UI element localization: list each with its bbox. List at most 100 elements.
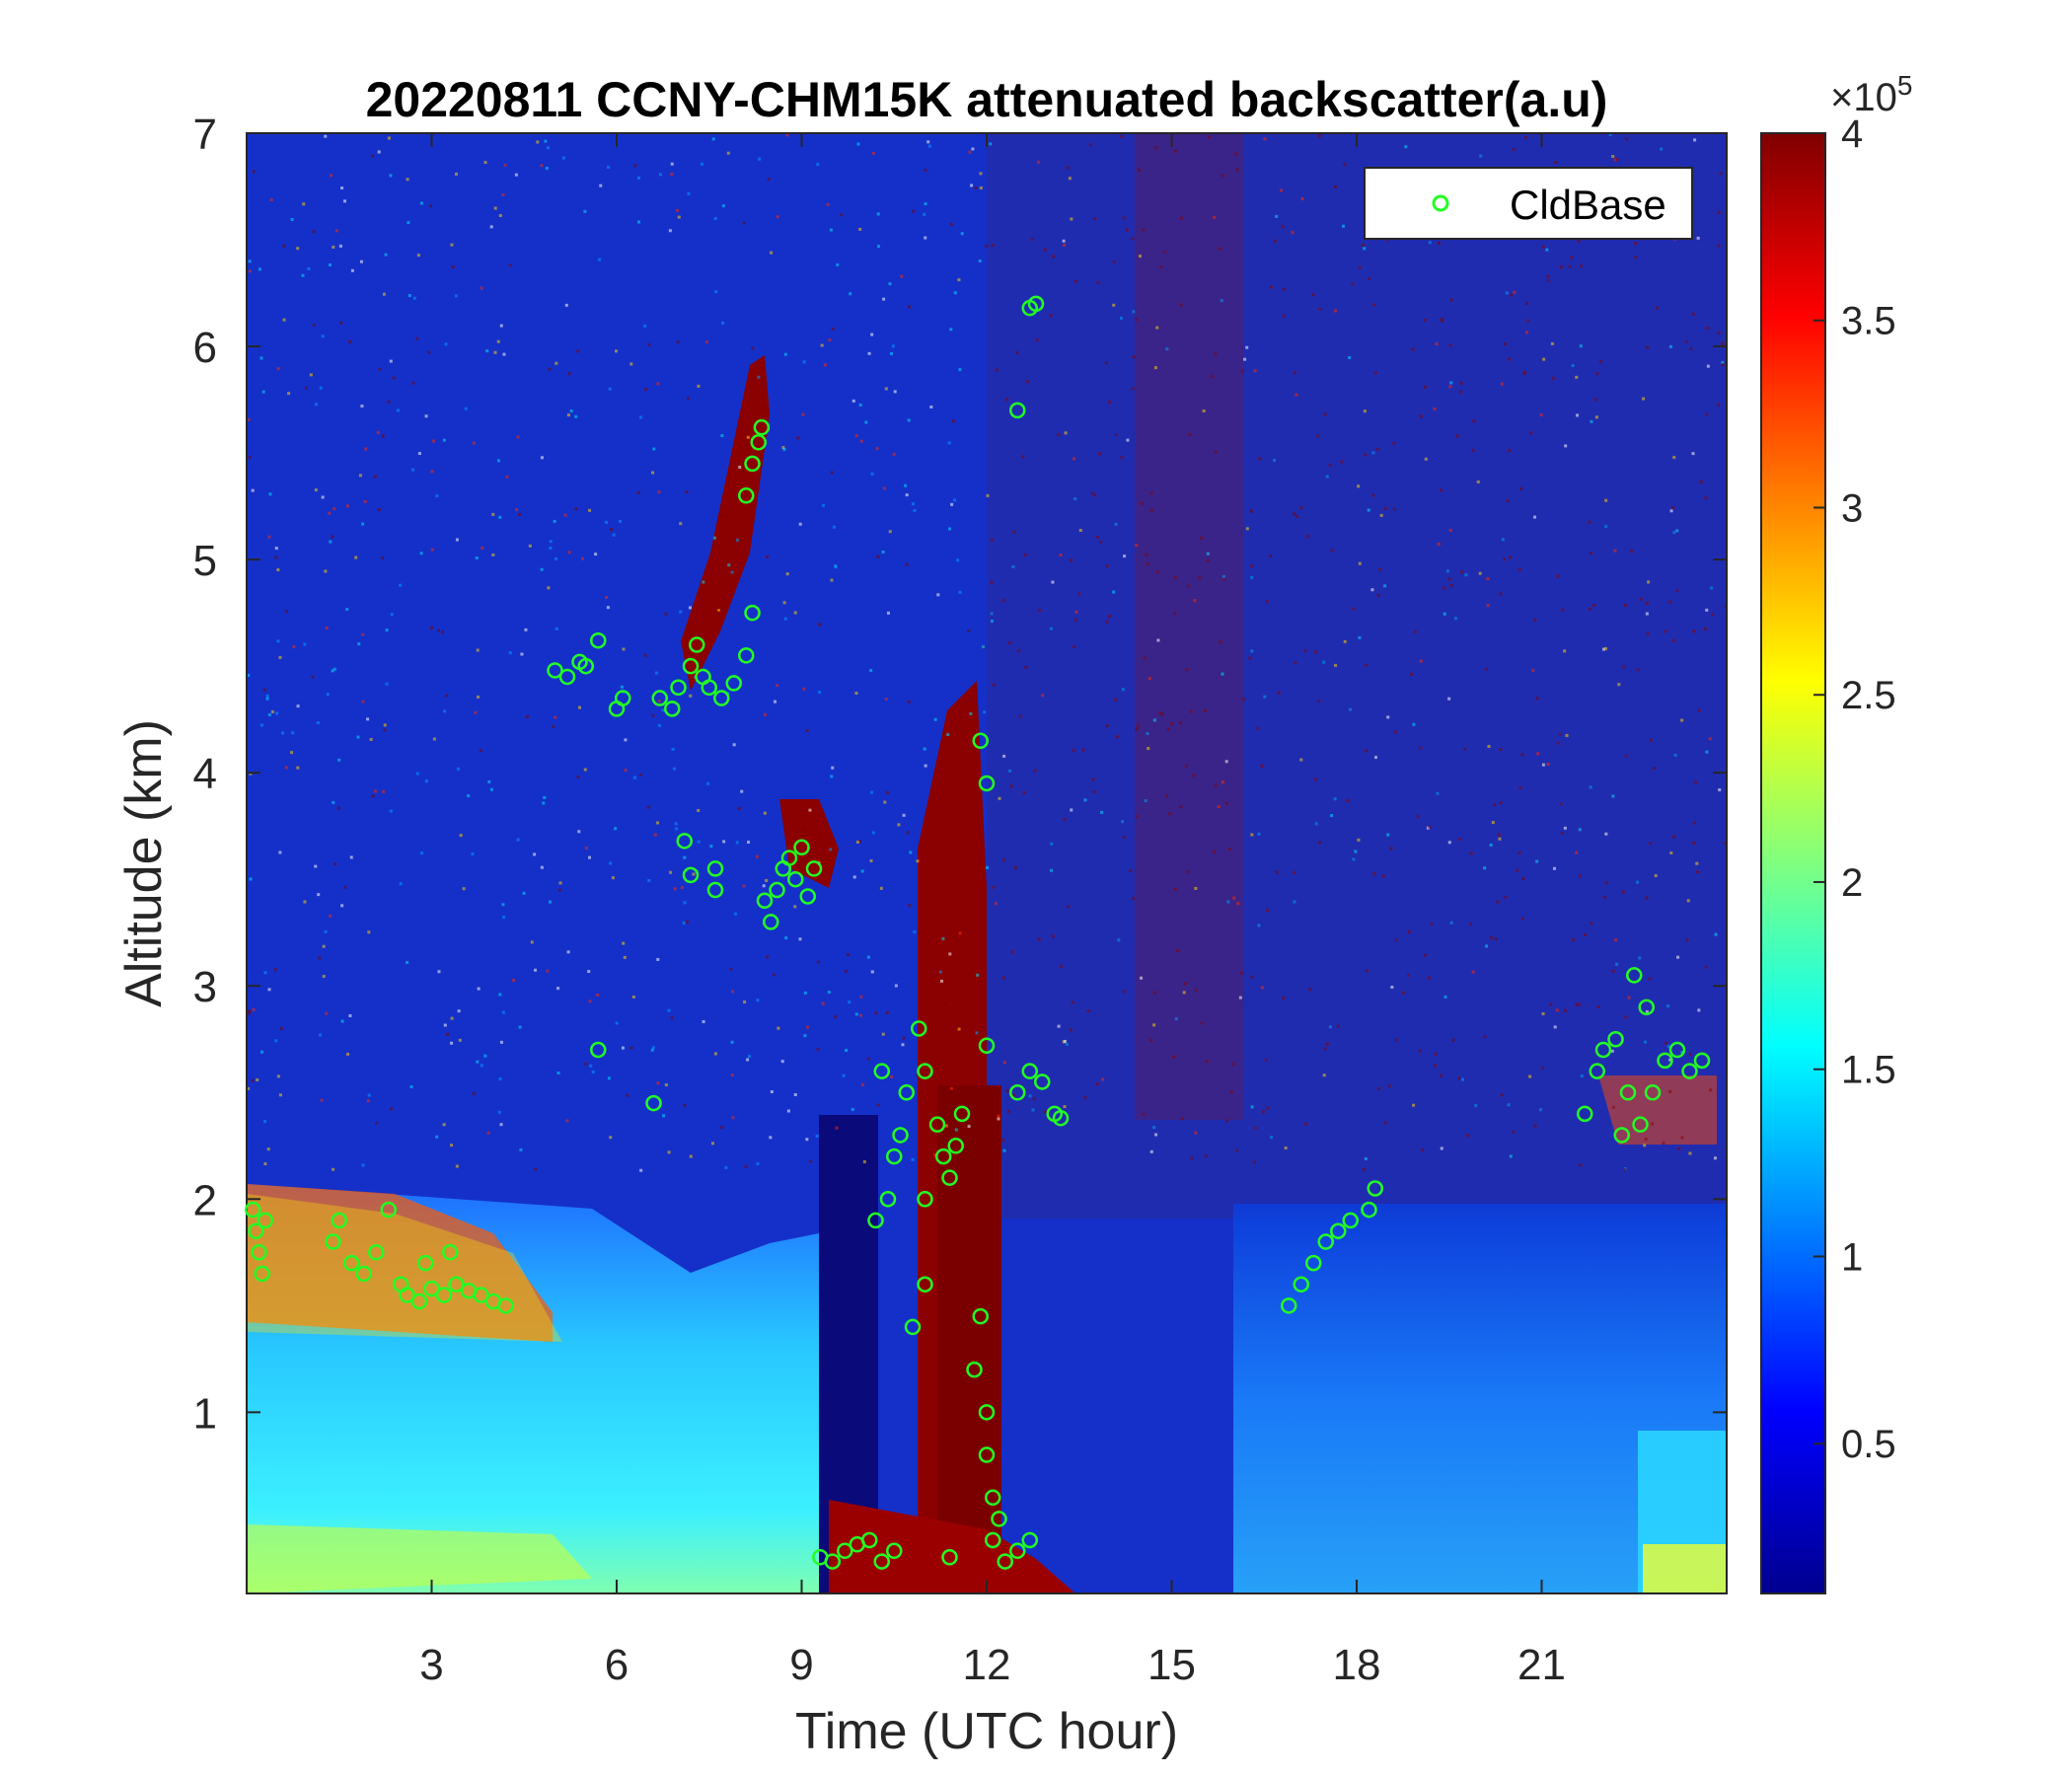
noise-speckle xyxy=(1007,640,1011,644)
noise-speckle xyxy=(1273,459,1277,463)
noise-speckle xyxy=(1564,444,1568,448)
noise-speckle xyxy=(1604,832,1608,836)
noise-speckle xyxy=(1123,555,1127,558)
noise-speckle xyxy=(621,1046,625,1050)
noise-speckle xyxy=(1438,241,1442,245)
noise-speckle xyxy=(338,244,342,248)
noise-speckle xyxy=(614,827,618,831)
noise-speckle xyxy=(1098,452,1102,456)
noise-speckle xyxy=(1074,610,1078,614)
noise-speckle xyxy=(1129,869,1133,873)
noise-speckle xyxy=(274,547,278,551)
cldbase-point xyxy=(917,1276,933,1293)
noise-speckle xyxy=(292,645,296,649)
noise-speckle xyxy=(854,434,858,438)
noise-speckle xyxy=(1185,668,1189,672)
noise-speckle xyxy=(1059,553,1063,556)
cldbase-point xyxy=(1009,402,1026,419)
noise-speckle xyxy=(454,294,458,298)
noise-speckle xyxy=(911,1157,915,1161)
noise-speckle xyxy=(1669,851,1673,854)
noise-speckle xyxy=(519,1147,523,1151)
noise-speckle xyxy=(1254,1126,1258,1130)
noise-speckle xyxy=(1440,1147,1443,1150)
noise-speckle xyxy=(1460,1077,1464,1081)
noise-speckle xyxy=(424,779,428,783)
noise-speckle xyxy=(265,697,269,701)
noise-speckle xyxy=(390,613,394,617)
noise-speckle xyxy=(442,438,446,442)
noise-speckle xyxy=(1037,937,1041,941)
noise-speckle xyxy=(1675,589,1679,593)
noise-speckle xyxy=(991,244,995,248)
noise-speckle xyxy=(1595,372,1599,376)
noise-speckle xyxy=(1613,549,1617,553)
noise-speckle xyxy=(1024,665,1028,669)
noise-speckle xyxy=(948,952,952,956)
noise-speckle xyxy=(629,1046,633,1050)
noise-speckle xyxy=(258,267,261,271)
noise-speckle xyxy=(502,916,506,920)
noise-speckle xyxy=(1713,1156,1717,1160)
noise-speckle xyxy=(516,435,520,439)
noise-speckle xyxy=(1343,639,1347,643)
noise-speckle xyxy=(1615,962,1619,966)
noise-speckle xyxy=(1131,897,1135,901)
noise-speckle xyxy=(331,535,334,539)
noise-speckle xyxy=(1205,1060,1209,1064)
noise-speckle xyxy=(743,1000,747,1004)
cldbase-point xyxy=(953,1105,971,1123)
noise-speckle xyxy=(855,840,859,844)
noise-speckle xyxy=(657,723,661,727)
noise-speckle xyxy=(1379,513,1383,517)
noise-speckle xyxy=(1367,508,1370,512)
cldbase-point xyxy=(1021,1063,1038,1079)
noise-speckle xyxy=(1012,530,1016,534)
cldbase-point xyxy=(985,1489,1001,1507)
y-tick-label: 7 xyxy=(193,111,217,159)
noise-speckle xyxy=(1672,531,1676,535)
noise-speckle xyxy=(1545,248,1549,252)
noise-speckle xyxy=(399,882,403,886)
noise-speckle xyxy=(1660,147,1664,151)
noise-speckle xyxy=(798,937,802,941)
noise-speckle xyxy=(844,969,848,973)
noise-speckle xyxy=(1002,858,1006,862)
noise-speckle xyxy=(1486,604,1490,608)
noise-speckle xyxy=(941,936,945,940)
noise-speckle xyxy=(912,209,916,213)
noise-speckle xyxy=(1014,865,1018,869)
noise-speckle xyxy=(1266,909,1270,913)
noise-speckle xyxy=(1089,142,1093,146)
noise-speckle xyxy=(1483,866,1487,870)
cldbase-point xyxy=(257,1212,273,1229)
noise-speckle xyxy=(793,905,797,909)
noise-speckle xyxy=(1200,536,1204,540)
noise-speckle xyxy=(892,452,896,456)
noise-speckle xyxy=(1524,135,1528,139)
noise-speckle xyxy=(1556,574,1560,578)
cldbase-point xyxy=(682,866,700,884)
noise-speckle xyxy=(377,508,381,512)
noise-speckle xyxy=(1493,803,1497,807)
noise-speckle xyxy=(1192,774,1196,777)
noise-speckle xyxy=(852,875,856,879)
colorbar-tick-label: 1 xyxy=(1841,1235,1863,1279)
noise-speckle xyxy=(885,1010,889,1014)
cldbase-point xyxy=(676,833,693,850)
noise-speckle xyxy=(1604,881,1608,885)
noise-speckle xyxy=(1447,577,1451,581)
cldbase-point xyxy=(756,892,774,910)
noise-speckle xyxy=(1552,866,1556,870)
noise-speckle xyxy=(989,142,993,146)
noise-speckle xyxy=(435,493,439,497)
noise-speckle xyxy=(970,184,974,187)
noise-speckle xyxy=(1508,449,1512,453)
noise-speckle xyxy=(722,840,726,844)
noise-speckle xyxy=(1580,1073,1584,1077)
noise-speckle xyxy=(1269,555,1273,558)
noise-speckle xyxy=(682,921,686,925)
noise-speckle xyxy=(1250,833,1254,837)
noise-speckle xyxy=(1361,243,1365,247)
noise-speckle xyxy=(1662,1142,1665,1146)
